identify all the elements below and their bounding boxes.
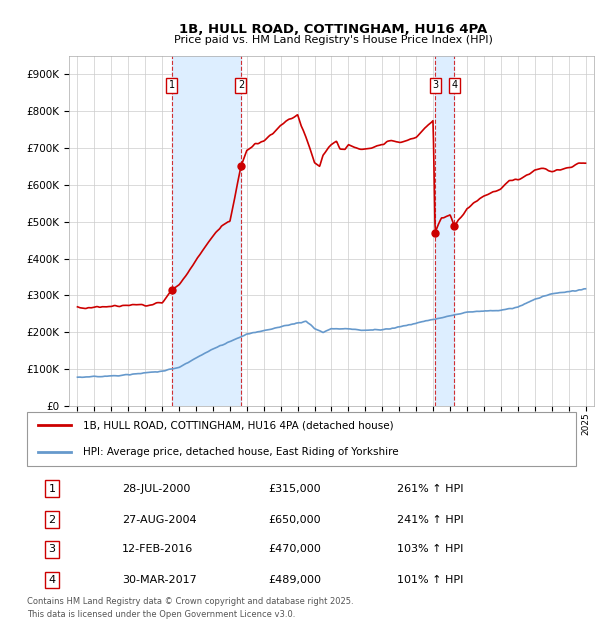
Text: Price paid vs. HM Land Registry's House Price Index (HPI): Price paid vs. HM Land Registry's House … bbox=[173, 35, 493, 45]
Text: Contains HM Land Registry data © Crown copyright and database right 2025.: Contains HM Land Registry data © Crown c… bbox=[26, 597, 353, 606]
Text: This data is licensed under the Open Government Licence v3.0.: This data is licensed under the Open Gov… bbox=[26, 610, 295, 619]
Text: £650,000: £650,000 bbox=[268, 515, 320, 525]
Text: 3: 3 bbox=[432, 81, 438, 91]
Text: 4: 4 bbox=[451, 81, 457, 91]
Text: 241% ↑ HPI: 241% ↑ HPI bbox=[397, 515, 463, 525]
Text: 3: 3 bbox=[49, 544, 55, 554]
Bar bbox=[435, 56, 454, 406]
Text: 30-MAR-2017: 30-MAR-2017 bbox=[122, 575, 197, 585]
Text: 103% ↑ HPI: 103% ↑ HPI bbox=[397, 544, 463, 554]
Text: 28-JUL-2000: 28-JUL-2000 bbox=[122, 484, 190, 494]
Text: 1B, HULL ROAD, COTTINGHAM, HU16 4PA (detached house): 1B, HULL ROAD, COTTINGHAM, HU16 4PA (det… bbox=[83, 420, 394, 430]
Text: 2: 2 bbox=[238, 81, 244, 91]
FancyBboxPatch shape bbox=[26, 412, 577, 466]
Text: 27-AUG-2004: 27-AUG-2004 bbox=[122, 515, 197, 525]
Text: £315,000: £315,000 bbox=[268, 484, 320, 494]
Text: 4: 4 bbox=[48, 575, 55, 585]
Text: £489,000: £489,000 bbox=[268, 575, 321, 585]
Text: HPI: Average price, detached house, East Riding of Yorkshire: HPI: Average price, detached house, East… bbox=[83, 447, 398, 457]
Text: 261% ↑ HPI: 261% ↑ HPI bbox=[397, 484, 463, 494]
Text: £470,000: £470,000 bbox=[268, 544, 321, 554]
Text: 2: 2 bbox=[48, 515, 55, 525]
Text: 1B, HULL ROAD, COTTINGHAM, HU16 4PA: 1B, HULL ROAD, COTTINGHAM, HU16 4PA bbox=[179, 23, 487, 36]
Text: 12-FEB-2016: 12-FEB-2016 bbox=[122, 544, 193, 554]
Text: 1: 1 bbox=[49, 484, 55, 494]
Text: 101% ↑ HPI: 101% ↑ HPI bbox=[397, 575, 463, 585]
Bar bbox=[172, 56, 241, 406]
Text: 1: 1 bbox=[169, 81, 175, 91]
